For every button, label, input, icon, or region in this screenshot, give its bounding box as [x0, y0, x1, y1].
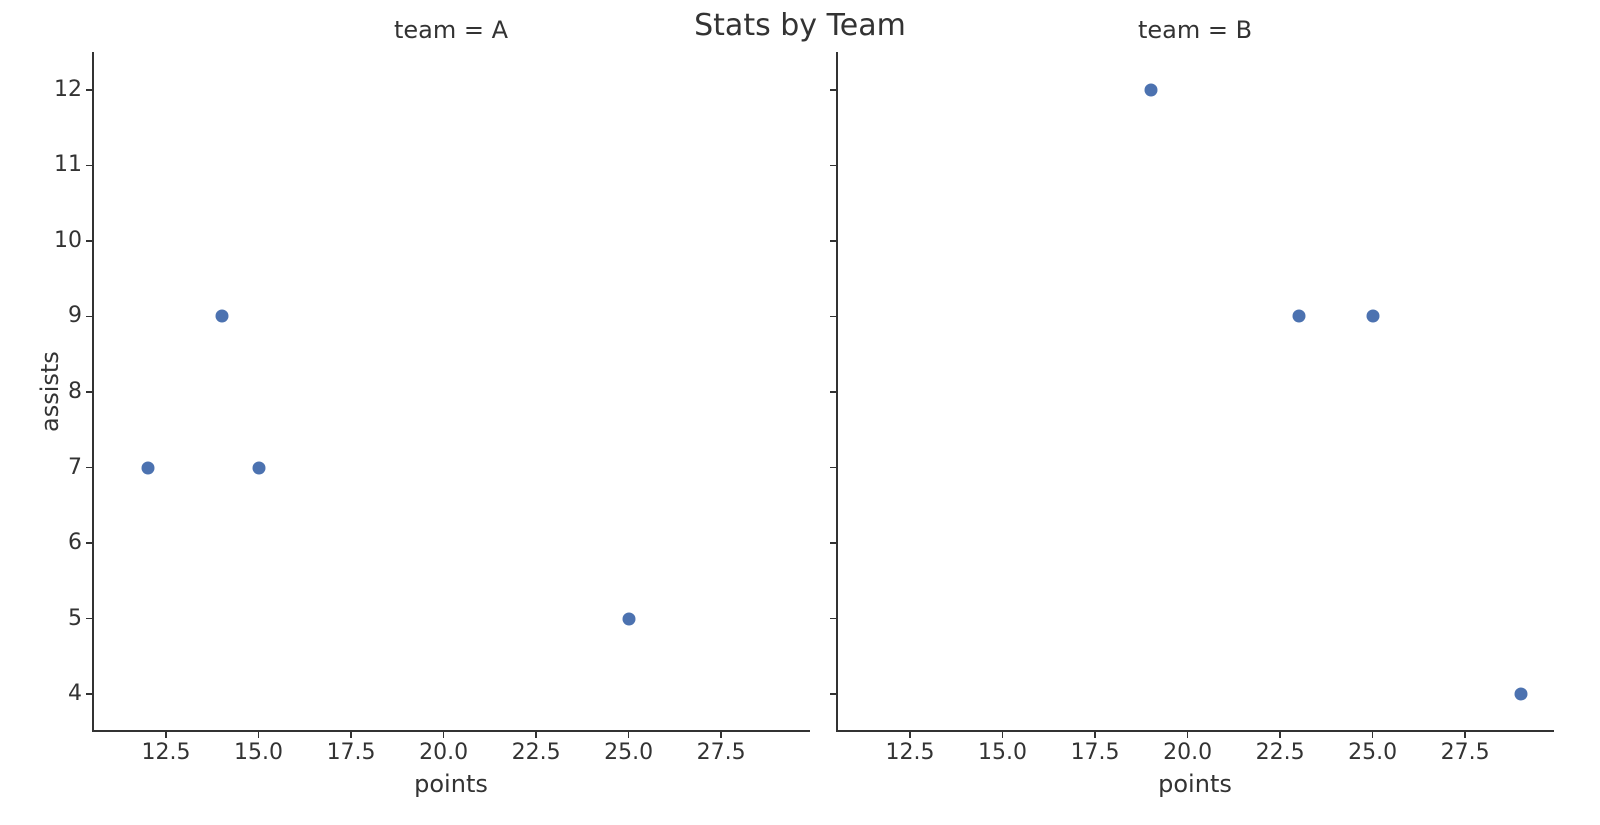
ytick-mark	[86, 89, 92, 91]
panel-title-a: team = A	[92, 16, 810, 44]
plot-area-a	[92, 52, 810, 732]
ytick-label: 11	[54, 152, 82, 177]
xlabel: points	[836, 770, 1554, 798]
xtick-label: 20.0	[414, 740, 474, 765]
xtick-mark	[1372, 732, 1374, 738]
xtick-label: 22.5	[506, 740, 566, 765]
ytick-mark	[830, 618, 836, 620]
ytick-mark	[86, 316, 92, 318]
ytick-label: 10	[54, 228, 82, 253]
xtick-label: 22.5	[1250, 740, 1310, 765]
ytick-mark	[830, 165, 836, 167]
ytick-mark	[830, 316, 836, 318]
xtick-label: 17.5	[321, 740, 381, 765]
xtick-mark	[535, 732, 537, 738]
panel-title-b: team = B	[836, 16, 1554, 44]
ytick-mark	[86, 391, 92, 393]
xtick-mark	[909, 732, 911, 738]
scatter-point	[252, 461, 265, 474]
xtick-mark	[720, 732, 722, 738]
xtick-mark	[1187, 732, 1189, 738]
xtick-label: 20.0	[1158, 740, 1218, 765]
ytick-mark	[830, 467, 836, 469]
scatter-point	[1292, 310, 1305, 323]
spine-bottom	[92, 730, 810, 732]
ytick-mark	[830, 240, 836, 242]
xtick-label: 12.5	[136, 740, 196, 765]
ytick-label: 8	[68, 379, 82, 404]
xtick-label: 17.5	[1065, 740, 1125, 765]
ytick-mark	[86, 165, 92, 167]
xtick-label: 12.5	[880, 740, 940, 765]
ytick-mark	[830, 542, 836, 544]
xtick-label: 15.0	[229, 740, 289, 765]
xtick-mark	[443, 732, 445, 738]
spine-left	[92, 52, 94, 732]
scatter-point	[215, 310, 228, 323]
xtick-mark	[628, 732, 630, 738]
xtick-mark	[1464, 732, 1466, 738]
ytick-mark	[830, 89, 836, 91]
xtick-label: 27.5	[691, 740, 751, 765]
scatter-point	[1514, 688, 1527, 701]
scatter-point	[622, 612, 635, 625]
xtick-label: 25.0	[599, 740, 659, 765]
ytick-label: 7	[68, 455, 82, 480]
ytick-mark	[830, 391, 836, 393]
xtick-label: 15.0	[973, 740, 1033, 765]
ytick-mark	[86, 693, 92, 695]
ytick-label: 12	[54, 77, 82, 102]
xtick-mark	[1002, 732, 1004, 738]
ytick-mark	[86, 240, 92, 242]
scatter-point	[1366, 310, 1379, 323]
plot-area-b	[836, 52, 1554, 732]
ytick-mark	[830, 693, 836, 695]
ytick-label: 9	[68, 303, 82, 328]
figure: Stats by Team team = A12.515.017.520.022…	[0, 0, 1600, 825]
ytick-mark	[86, 467, 92, 469]
xtick-mark	[258, 732, 260, 738]
ytick-label: 5	[68, 606, 82, 631]
spine-bottom	[836, 730, 1554, 732]
ytick-label: 4	[68, 681, 82, 706]
xlabel: points	[92, 770, 810, 798]
xtick-label: 27.5	[1435, 740, 1495, 765]
ylabel: assists	[36, 351, 64, 432]
xtick-label: 25.0	[1343, 740, 1403, 765]
ytick-mark	[86, 542, 92, 544]
xtick-mark	[1094, 732, 1096, 738]
xtick-mark	[350, 732, 352, 738]
xtick-mark	[1279, 732, 1281, 738]
spine-left	[836, 52, 838, 732]
xtick-mark	[165, 732, 167, 738]
ytick-label: 6	[68, 530, 82, 555]
ytick-mark	[86, 618, 92, 620]
scatter-point	[141, 461, 154, 474]
scatter-point	[1144, 83, 1157, 96]
